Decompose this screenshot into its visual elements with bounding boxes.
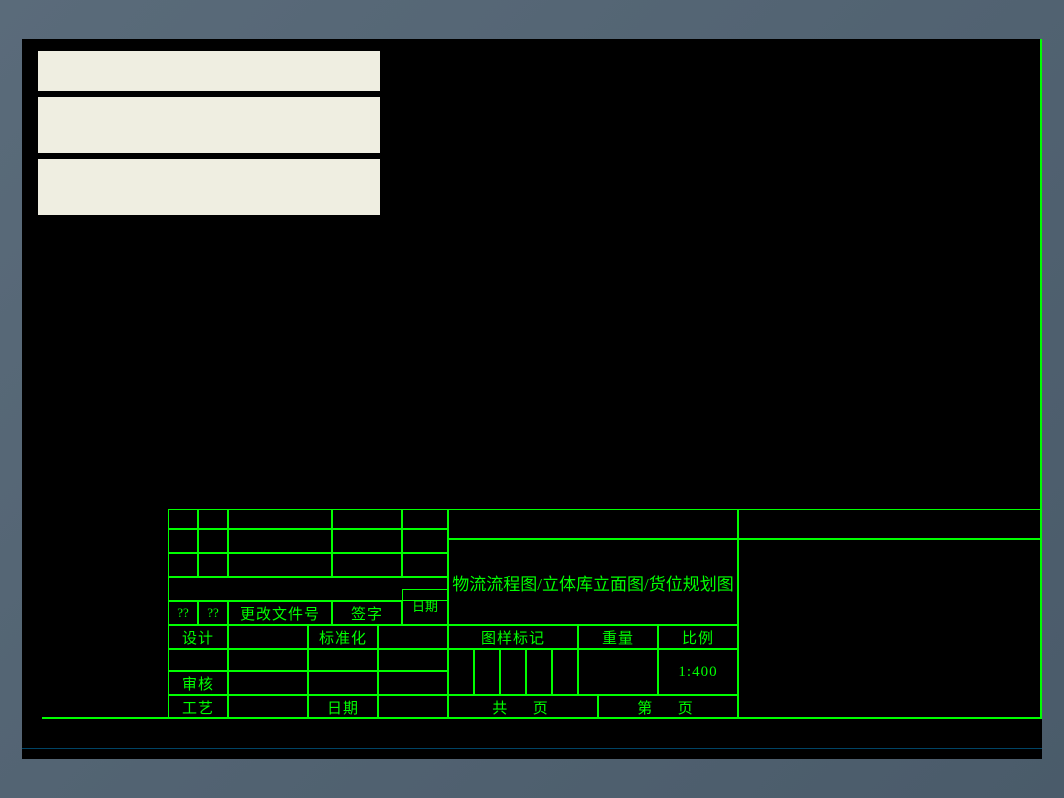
rev-cell	[402, 529, 448, 553]
rev-cell	[332, 509, 402, 529]
footer-underline	[22, 747, 1042, 749]
rev-cell	[198, 553, 228, 577]
drawing-number-right-cell	[738, 509, 1042, 539]
rev-col-sign: 签字	[332, 601, 402, 625]
mark-label: 图样标记	[448, 625, 578, 649]
pages-total-suffix: 页	[533, 697, 554, 718]
role-design-value	[228, 625, 308, 649]
rev-cell	[228, 553, 332, 577]
legend-row	[38, 97, 380, 153]
role-craft-value	[228, 695, 308, 719]
rev-col-change-doc: 更改文件号	[228, 601, 332, 625]
role-blank	[378, 671, 448, 695]
role-standardize-value	[378, 625, 448, 649]
rev-cell	[198, 529, 228, 553]
rev-cell	[198, 509, 228, 529]
drawing-title: 物流流程图/立体库立面图/货位规划图	[448, 539, 738, 625]
rev-col-q1: ??	[168, 601, 198, 625]
mark-subcell	[448, 649, 474, 695]
role-blank	[308, 649, 378, 671]
rev-cell	[168, 509, 198, 529]
rev-cell	[402, 553, 448, 577]
pages-total: 共 页	[448, 695, 598, 719]
rev-cell	[332, 529, 402, 553]
weight-value	[578, 649, 658, 695]
mark-subcell	[552, 649, 578, 695]
role-blank	[378, 649, 448, 671]
pages-current: 第 页	[598, 695, 738, 719]
pages-current-suffix: 页	[678, 697, 699, 718]
weight-label: 重量	[578, 625, 658, 649]
mark-subcell	[474, 649, 500, 695]
role-design-label: 设计	[168, 625, 228, 649]
rev-cell	[228, 509, 332, 529]
rev-col-q2: ??	[198, 601, 228, 625]
mark-subcell	[500, 649, 526, 695]
slide-canvas: ?? ?? 更改文件号 签字 日期 设计 标准化 审核 工艺 日期 物流流程图/…	[22, 39, 1042, 759]
rev-cell	[402, 509, 448, 529]
title-block: ?? ?? 更改文件号 签字 日期 设计 标准化 审核 工艺 日期 物流流程图/…	[168, 509, 1042, 719]
rev-cell	[332, 553, 402, 577]
role-review-label: 审核	[168, 671, 228, 695]
mark-subcell	[526, 649, 552, 695]
role-date-label: 日期	[308, 695, 378, 719]
rev-cell	[168, 529, 198, 553]
scale-label: 比例	[658, 625, 738, 649]
pages-total-prefix: 共	[492, 697, 513, 718]
role-blank	[168, 649, 228, 671]
drawing-number-cell	[448, 509, 738, 539]
legend-row	[38, 51, 380, 91]
rev-cell	[168, 553, 198, 577]
role-review-value	[228, 671, 308, 695]
company-block	[738, 539, 1042, 719]
rev-col-date: 日期	[402, 589, 448, 625]
role-blank	[228, 649, 308, 671]
legend-row	[38, 159, 380, 215]
pages-current-prefix: 第	[637, 697, 658, 718]
scale-value: 1:400	[658, 649, 738, 695]
rev-cell	[228, 529, 332, 553]
role-blank	[308, 671, 378, 695]
role-date-value	[378, 695, 448, 719]
role-craft-label: 工艺	[168, 695, 228, 719]
legend-panel	[36, 49, 382, 221]
role-standardize-label: 标准化	[308, 625, 378, 649]
